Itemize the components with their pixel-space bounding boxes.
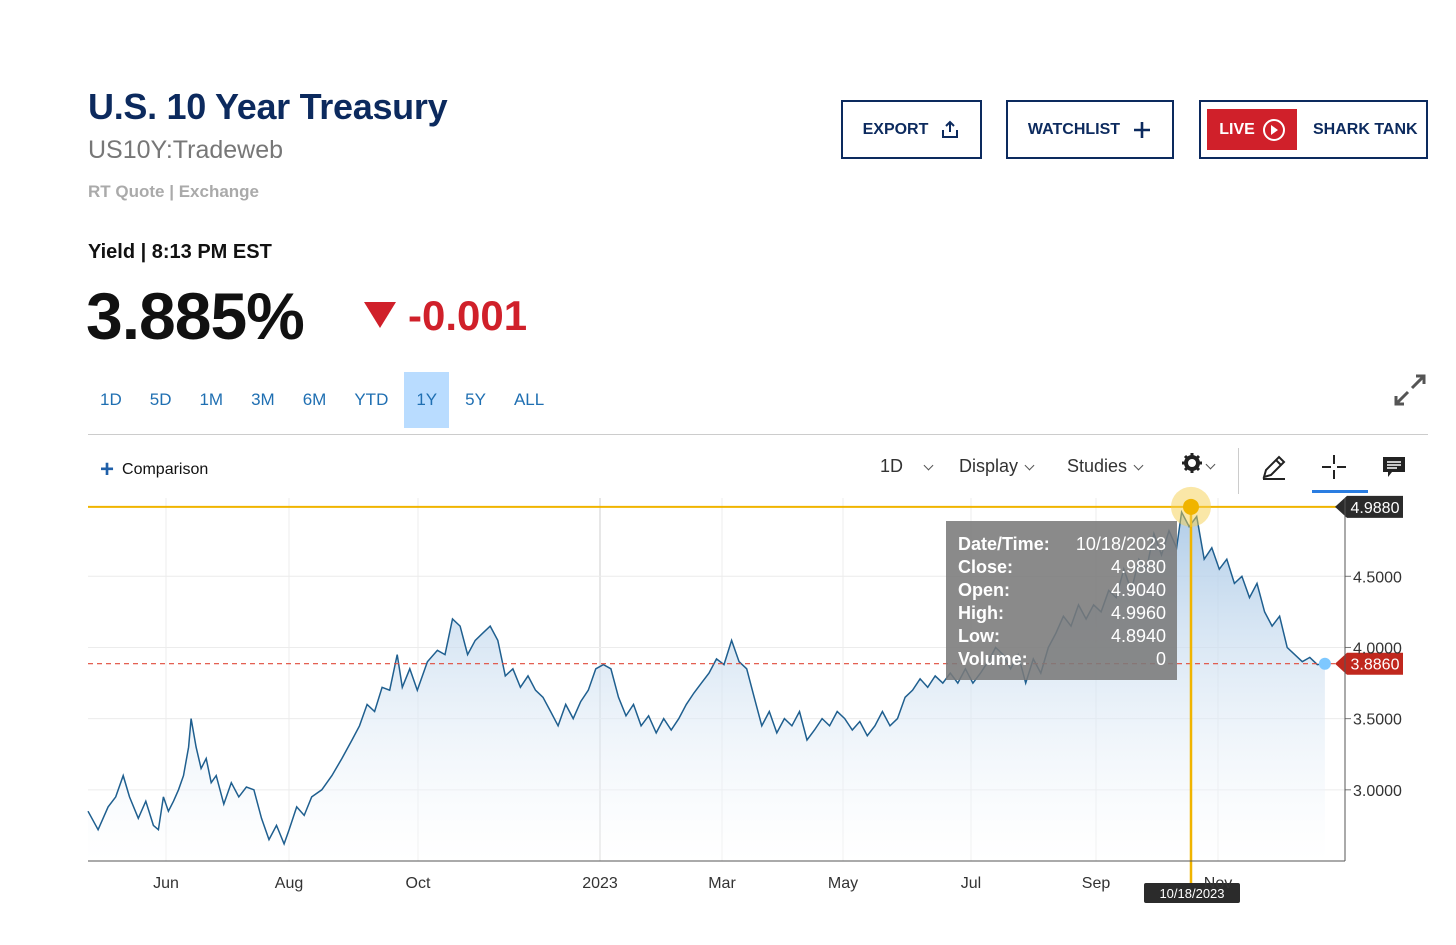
current-yield: 3.885% <box>86 279 305 353</box>
crosshair-dot <box>1183 498 1199 515</box>
range-1d[interactable]: 1D <box>100 390 122 409</box>
section-divider <box>88 434 1428 435</box>
interval-label: 1D <box>880 456 904 476</box>
yield-area <box>88 512 1325 861</box>
ohlc-tooltip: Date/Time: 10/18/2023 Close: 4.9880 Open: 4.9… <box>946 521 1177 680</box>
crosshair-date-tag <box>1144 883 1240 903</box>
y-tick-label: 3.5000 <box>1353 712 1402 729</box>
tooltip-background <box>946 521 1177 680</box>
range-1y[interactable]: 1Y <box>404 372 450 428</box>
tooltip-field-value: 4.9880 <box>1111 557 1166 577</box>
x-tick-label: 2023 <box>582 875 618 892</box>
watchlist-button[interactable]: WATCHLIST <box>1006 100 1174 159</box>
yield-change: -0.001 <box>408 292 528 339</box>
crosshair-date-label: 10/18/2023 <box>1159 886 1224 901</box>
tooltip-field-value: 0 <box>1156 649 1166 669</box>
shark-tank-label: SHARK TANK <box>1313 120 1418 138</box>
range-5y[interactable]: 5Y <box>465 390 486 409</box>
tooltip-field-value: 4.9960 <box>1111 603 1166 623</box>
crosshair-value-label: 4.9880 <box>1351 500 1400 517</box>
x-tick-label: Aug <box>275 875 303 892</box>
x-tick-label: Oct <box>406 875 431 892</box>
range-1m[interactable]: 1M <box>199 390 224 409</box>
gear-icon <box>1181 452 1203 479</box>
play-icon <box>1262 118 1285 141</box>
x-tick-label: Jul <box>961 875 981 892</box>
tooltip-field-value: 10/18/2023 <box>1076 534 1166 554</box>
comment-icon[interactable] <box>1376 450 1412 484</box>
settings-dropdown[interactable] <box>1181 452 1216 479</box>
crosshair-icon[interactable] <box>1316 450 1352 484</box>
share-icon <box>940 120 960 140</box>
active-tool-indicator <box>1312 490 1368 493</box>
interval-dropdown[interactable]: 1D <box>880 456 934 477</box>
display-dropdown[interactable]: Display <box>959 456 1035 477</box>
plus-icon <box>1132 120 1152 140</box>
expand-icon[interactable] <box>1392 372 1428 408</box>
x-tick-label: Nov <box>1204 875 1232 892</box>
quote-source: RT Quote | Exchange <box>88 182 260 201</box>
toolbar-separator <box>1238 448 1239 494</box>
pencil-icon[interactable] <box>1256 450 1292 484</box>
last-value-label: 3.8860 <box>1351 657 1400 674</box>
yield-timestamp: Yield | 8:13 PM EST <box>88 241 272 263</box>
live-shark-tank-button[interactable]: LIVE SHARK TANK <box>1199 100 1428 159</box>
tooltip-field-value: 4.9040 <box>1111 580 1166 600</box>
crosshair-value-tag <box>1335 495 1403 518</box>
symbol-label: US10Y:Tradeweb <box>88 136 284 164</box>
range-selector: 1D 5D 1M 3M 6M YTD 1Y 5Y ALL <box>88 372 560 428</box>
plus-icon: + <box>100 456 115 483</box>
y-tick-label: 4.0000 <box>1353 640 1402 657</box>
y-tick-label: 4.5000 <box>1353 569 1402 586</box>
page-title: U.S. 10 Year Treasury <box>88 86 448 127</box>
tooltip-field-value: 4.8940 <box>1111 626 1166 646</box>
tooltip-field-label: High: <box>958 603 1004 623</box>
range-5d[interactable]: 5D <box>149 390 172 409</box>
x-tick-label: Mar <box>708 875 736 892</box>
range-3m[interactable]: 3M <box>251 390 275 409</box>
export-label: EXPORT <box>862 120 929 138</box>
range-all[interactable]: ALL <box>513 390 545 409</box>
live-badge: LIVE <box>1207 109 1297 150</box>
comparison-button[interactable]: + Comparison <box>100 456 209 483</box>
export-button[interactable]: EXPORT <box>841 100 982 159</box>
live-label: LIVE <box>1219 120 1255 138</box>
range-ytd[interactable]: YTD <box>354 390 389 409</box>
x-tick-label: Sep <box>1082 875 1111 892</box>
tooltip-field-label: Open: <box>958 580 1010 600</box>
tooltip-field-label: Volume: <box>958 649 1028 669</box>
last-value-tag <box>1335 652 1403 675</box>
comparison-label: Comparison <box>122 461 209 478</box>
tooltip-field-label: Date/Time: <box>958 534 1050 554</box>
y-tick-label: 3.0000 <box>1353 783 1402 800</box>
range-6m[interactable]: 6M <box>302 390 327 409</box>
tooltip-field-label: Low: <box>958 626 1000 646</box>
studies-dropdown[interactable]: Studies <box>1067 456 1144 477</box>
studies-label: Studies <box>1067 456 1128 476</box>
display-label: Display <box>959 456 1019 476</box>
chart-axes: Jun Aug Oct 2023 Mar May Jul Sep Nov 3.0000 3.5000… <box>88 498 1402 892</box>
down-arrow-icon <box>364 302 396 328</box>
x-tick-label: Jun <box>153 875 179 892</box>
last-value-dot <box>1318 657 1331 670</box>
x-tick-label: May <box>828 875 858 892</box>
watchlist-label: WATCHLIST <box>1027 120 1121 138</box>
tooltip-field-label: Close: <box>958 557 1013 577</box>
